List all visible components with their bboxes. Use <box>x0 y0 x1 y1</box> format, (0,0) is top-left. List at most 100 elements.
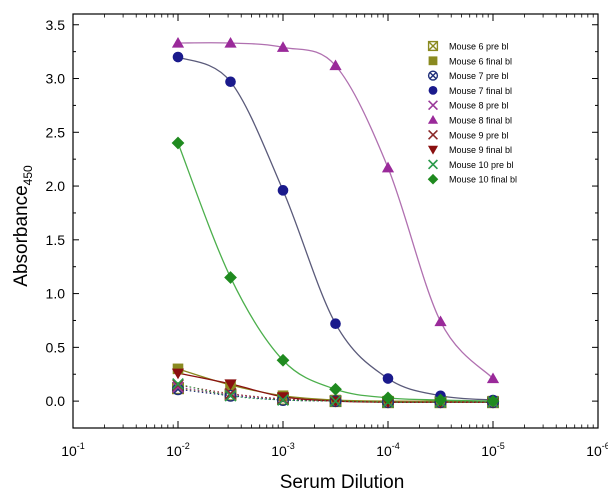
legend-marker-base <box>428 164 438 170</box>
x-tick-label: 10-4 <box>376 441 400 459</box>
legend-label: Mouse 10 final bl <box>449 175 517 185</box>
series-4-curve <box>177 56 494 401</box>
series-6-point <box>381 161 395 173</box>
series-10-point <box>171 136 185 150</box>
series-10-point <box>329 382 342 396</box>
x-tick-exponent: -6 <box>602 441 608 451</box>
series-8-point <box>224 379 237 391</box>
legend-item: Mouse 9 pre bl <box>428 129 509 140</box>
legend-label: Mouse 9 pre bl <box>449 130 509 140</box>
x-tick-exponent: -5 <box>497 441 505 451</box>
x-tick-base: 10 <box>376 443 392 459</box>
legend-marker <box>427 173 439 185</box>
series-10-point <box>276 353 290 367</box>
legend-marker-base <box>428 105 438 110</box>
legend: Mouse 6 pre bl Mouse 6 final bl Mouse 7 pr… <box>427 40 517 185</box>
series-4-point <box>277 185 289 196</box>
x-tick-label: 10-5 <box>481 441 505 459</box>
x-tick-exponent: -1 <box>77 441 85 451</box>
legend-marker <box>428 56 438 66</box>
x-tick-base: 10 <box>61 443 77 459</box>
series-9-point-base <box>224 395 237 402</box>
y-tick-label: 0.5 <box>46 339 66 355</box>
series-9-point <box>172 378 184 390</box>
series-10-curve <box>177 142 494 402</box>
series-7-point-base <box>172 384 184 391</box>
legend-marker-cross <box>429 72 437 80</box>
y-axis-title: Absorbance450 <box>11 165 35 287</box>
series-9-point-base <box>277 400 289 406</box>
x-tick-label: 10-1 <box>61 441 85 459</box>
legend-item: Mouse 6 final bl <box>428 56 512 66</box>
series-4-point <box>172 51 184 63</box>
y-tick-label: 1.0 <box>46 286 66 302</box>
legend-marker <box>428 159 438 170</box>
y-tick-label: 0.0 <box>46 393 66 409</box>
plot-frame <box>72 13 599 429</box>
y-axis-title-subscript: 450 <box>21 165 35 185</box>
y-tick-label: 3.5 <box>46 17 66 33</box>
legend-marker <box>427 70 439 81</box>
series-5-point-base <box>172 387 184 393</box>
series-4-point <box>382 373 394 384</box>
axes: 0.00.51.01.52.02.53.03.510-1 10-2 10-3 10-4… <box>46 14 608 459</box>
legend-label: Mouse 6 final bl <box>449 56 512 66</box>
series-10-point <box>434 393 447 407</box>
legend-marker <box>427 114 439 124</box>
series-9-point <box>224 389 237 402</box>
series-10-point <box>381 391 395 405</box>
y-axis-title-main: Absorbance <box>11 185 32 286</box>
legend-item: Mouse 7 pre bl <box>427 70 509 81</box>
series-7-point <box>224 387 237 400</box>
legend-marker-ring <box>427 70 439 81</box>
series-9-point <box>329 395 342 407</box>
series-10-point <box>224 271 237 284</box>
series-5-point <box>172 381 184 394</box>
fit-curves <box>177 42 494 403</box>
legend-marker-cross <box>428 41 438 51</box>
legend-label: Mouse 9 final bl <box>449 145 512 155</box>
series-6-point <box>329 59 342 71</box>
legend-label: Mouse 10 pre bl <box>449 160 514 170</box>
legend-item: Mouse 9 final bl <box>427 145 512 155</box>
legend-label: Mouse 7 pre bl <box>449 71 509 81</box>
series-6-point <box>486 372 500 384</box>
data-markers <box>171 36 500 409</box>
legend-marker <box>427 145 439 155</box>
legend-label: Mouse 6 pre bl <box>449 42 509 52</box>
series-6-point <box>224 36 237 48</box>
x-tick-label: 10-3 <box>271 441 295 459</box>
legend-label: Mouse 8 pre bl <box>449 101 509 111</box>
series-9-point <box>277 394 289 406</box>
legend-item: Mouse 10 pre bl <box>428 159 514 170</box>
series-10-point <box>486 394 500 408</box>
legend-item: Mouse 10 final bl <box>427 173 517 185</box>
series-8-point <box>171 368 185 380</box>
y-tick-label: 2.0 <box>46 178 66 194</box>
series-6-point <box>171 36 185 48</box>
series-9-point-base <box>172 383 184 390</box>
x-tick-base: 10 <box>586 443 602 459</box>
x-tick-base: 10 <box>166 443 182 459</box>
x-tick-exponent: -4 <box>392 441 400 451</box>
y-tick-label: 1.5 <box>46 232 66 248</box>
y-tick-label: 3.0 <box>46 71 66 87</box>
legend-marker-base <box>428 134 438 140</box>
x-tick-label: 10-6 <box>586 441 608 459</box>
x-tick-base: 10 <box>271 443 287 459</box>
legend-marker <box>427 40 439 52</box>
legend-marker-box <box>427 40 439 52</box>
series-3-point-ring <box>224 389 237 402</box>
legend-label: Mouse 7 final bl <box>449 86 512 96</box>
x-tick-base: 10 <box>481 443 497 459</box>
series-8-point <box>276 392 290 403</box>
x-axis-title: Serum Dilution <box>280 472 405 493</box>
x-tick-exponent: -2 <box>182 441 190 451</box>
legend-marker <box>428 100 438 111</box>
series-4-point <box>330 318 341 329</box>
legend-marker <box>428 86 438 95</box>
legend-item: Mouse 8 pre bl <box>428 100 509 111</box>
x-tick-label: 10-2 <box>166 441 190 459</box>
series-4-point <box>225 76 236 88</box>
